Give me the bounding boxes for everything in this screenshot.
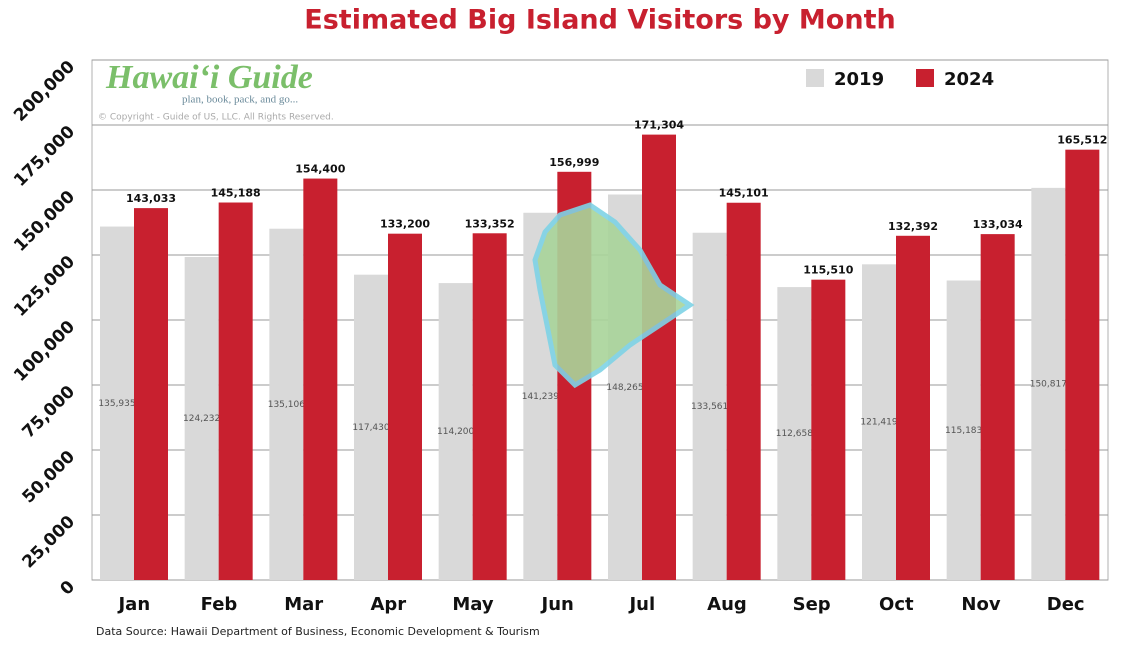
value-label: 145,188 bbox=[211, 187, 261, 200]
value-label: 135,935 bbox=[98, 399, 135, 409]
bar bbox=[438, 283, 473, 580]
x-tick-label: Mar bbox=[284, 594, 323, 615]
legend-label: 2024 bbox=[944, 69, 994, 90]
copyright: © Copyright - Guide of US, LLC. All Righ… bbox=[98, 113, 334, 123]
bar bbox=[980, 234, 1015, 580]
value-label: 112,658 bbox=[776, 429, 813, 439]
value-label: 165,512 bbox=[1057, 134, 1107, 147]
value-label: 148,265 bbox=[606, 383, 643, 393]
x-tick-label: Jun bbox=[540, 594, 574, 615]
bar bbox=[726, 202, 761, 580]
x-tick-label: Jul bbox=[627, 594, 655, 615]
value-label: 171,304 bbox=[634, 119, 684, 132]
value-label: 117,430 bbox=[352, 423, 389, 433]
x-tick-label: Aug bbox=[707, 594, 747, 615]
bar bbox=[777, 287, 812, 580]
y-tick-label: 75,000 bbox=[19, 382, 80, 443]
value-label: 156,999 bbox=[549, 156, 599, 169]
bar bbox=[642, 134, 676, 580]
bar bbox=[1065, 149, 1100, 580]
x-tick-label: Sep bbox=[793, 594, 831, 615]
x-tick-label: Oct bbox=[879, 594, 914, 615]
y-tick-label: 200,000 bbox=[10, 57, 79, 126]
chart-title: Estimated Big Island Visitors by Month bbox=[304, 5, 895, 36]
value-label: 145,101 bbox=[719, 187, 769, 200]
logo-tagline: plan, book, pack, and go... bbox=[182, 94, 298, 106]
value-label: 133,034 bbox=[973, 218, 1023, 231]
y-tick-label: 150,000 bbox=[10, 187, 79, 256]
legend-swatch bbox=[916, 69, 934, 87]
bar bbox=[692, 232, 727, 580]
legend-swatch bbox=[806, 69, 824, 87]
bar bbox=[134, 208, 168, 580]
bar bbox=[269, 228, 304, 580]
value-label: 132,392 bbox=[888, 220, 938, 233]
value-label: 150,817 bbox=[1030, 379, 1067, 389]
x-tick-label: May bbox=[452, 594, 494, 615]
bar bbox=[218, 202, 253, 580]
value-label: 135,106 bbox=[268, 400, 305, 410]
value-label: 154,400 bbox=[295, 163, 345, 176]
value-label: 115,510 bbox=[803, 264, 853, 277]
bar bbox=[184, 256, 219, 580]
island-image bbox=[532, 202, 695, 389]
bar bbox=[896, 235, 930, 580]
value-label: 124,232 bbox=[183, 414, 220, 424]
bar bbox=[472, 233, 507, 581]
y-tick-label: 125,000 bbox=[10, 252, 79, 321]
y-tick-label: 175,000 bbox=[10, 122, 79, 191]
value-label: 133,561 bbox=[691, 402, 728, 412]
x-tick-label: Nov bbox=[961, 594, 1000, 615]
bar bbox=[303, 178, 338, 580]
y-tick-label: 50,000 bbox=[19, 447, 80, 508]
value-label: 133,200 bbox=[380, 218, 430, 231]
bar bbox=[100, 226, 134, 580]
value-label: 133,352 bbox=[465, 217, 515, 230]
bar bbox=[946, 280, 981, 580]
value-label: 143,033 bbox=[126, 192, 176, 205]
value-label: 121,419 bbox=[860, 418, 897, 428]
value-label: 115,183 bbox=[945, 426, 982, 436]
y-tick-label: 0 bbox=[57, 577, 80, 600]
x-tick-label: Dec bbox=[1047, 594, 1085, 615]
x-tick-label: Feb bbox=[201, 594, 238, 615]
bar bbox=[388, 233, 422, 580]
bar bbox=[811, 279, 846, 580]
y-tick-label: 25,000 bbox=[19, 512, 80, 573]
bar bbox=[1031, 187, 1066, 580]
logo: Hawaiʻi Guide bbox=[105, 59, 313, 96]
value-label: 114,200 bbox=[437, 427, 474, 437]
legend-label: 2019 bbox=[834, 69, 884, 90]
value-label: 141,239 bbox=[522, 392, 559, 402]
bar bbox=[354, 274, 388, 580]
y-tick-label: 100,000 bbox=[10, 317, 79, 386]
bar bbox=[862, 264, 896, 580]
x-tick-label: Jan bbox=[116, 594, 150, 615]
x-tick-label: Apr bbox=[370, 594, 406, 615]
source-note: Data Source: Hawaii Department of Busine… bbox=[96, 625, 540, 638]
